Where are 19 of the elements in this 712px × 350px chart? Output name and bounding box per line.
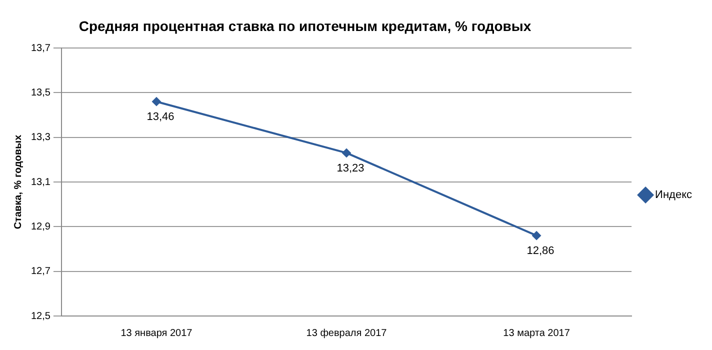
y-tick-label: 12,7	[30, 266, 51, 278]
x-tick-label: 13 марта 2017	[503, 328, 570, 339]
y-tick-label: 12,9	[30, 221, 51, 232]
chart-title: Средняя процентная ставка по ипотечным кредитам, % годовых	[78, 18, 532, 34]
point	[342, 148, 352, 158]
x-tick-label: 13 февраля 2017	[306, 328, 388, 339]
y-axis-title: Ставка, % годовых	[12, 134, 24, 230]
data-label: 13,23	[336, 162, 364, 174]
point	[152, 97, 161, 106]
y-tick-label: 13,3	[30, 132, 51, 144]
x-tick-label: 13 января 2017	[120, 328, 193, 339]
y-tick-label: 12,5	[30, 310, 51, 322]
data-label: 12,86	[526, 245, 554, 258]
point	[532, 231, 542, 240]
legend-label: Индекс	[655, 189, 692, 202]
y-tick-label: 13,1	[30, 176, 51, 188]
y-tick-label: 13,5	[30, 87, 51, 98]
y-tick-label: 13,7	[30, 42, 51, 54]
data-label: 13,46	[146, 111, 174, 124]
